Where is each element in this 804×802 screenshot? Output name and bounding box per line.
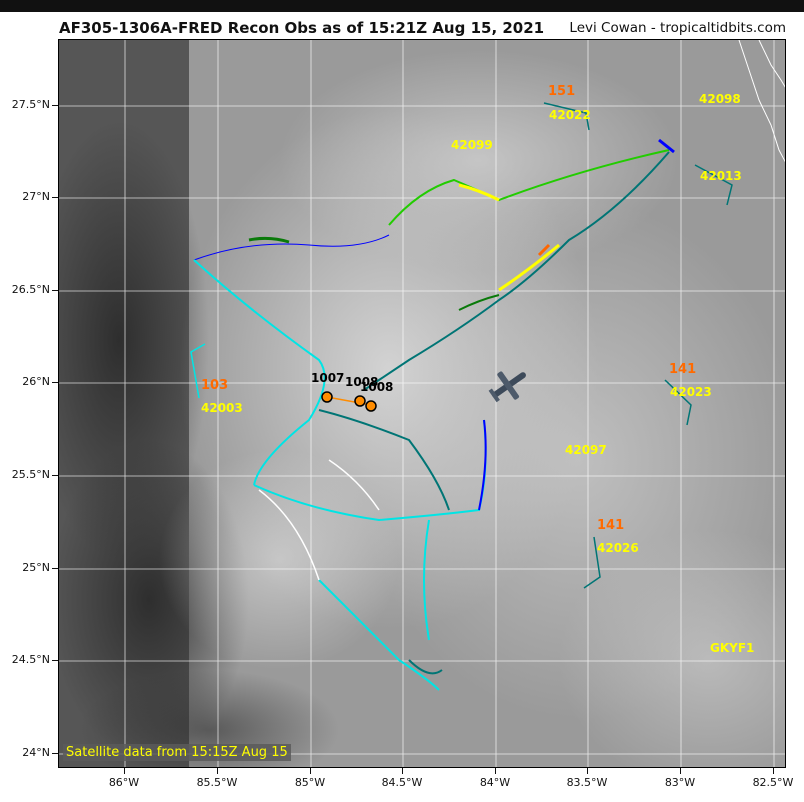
sonde-label-1008: 1008 [345, 375, 379, 389]
lon-tickmark [680, 768, 681, 774]
barb-segment-teal [363, 151, 670, 391]
sonde-label-1007: 1007 [311, 371, 345, 385]
lon-tick-85: 85°W [294, 776, 326, 789]
lat-tick-25: 25°N [22, 561, 50, 574]
lon-tickmark [587, 768, 588, 774]
lon-tick-85-5: 85.5°W [196, 776, 238, 789]
lat-tickmark [52, 660, 58, 661]
lon-tickmark [124, 768, 125, 774]
lat-tick-27: 27°N [22, 190, 50, 203]
lat-tick-25-5: 25.5°N [11, 468, 50, 481]
lon-tick-83: 83°W [664, 776, 696, 789]
lat-tick-26-5: 26.5°N [11, 283, 50, 296]
dark-cloud-area [79, 670, 339, 767]
barb-segment-yellow [498, 243, 560, 292]
lon-tick-82-5: 82.5°W [752, 776, 794, 789]
buoy-pressure-141: 141 [669, 362, 697, 377]
lon-tick-84-5: 84.5°W [381, 776, 423, 789]
buoy-barbs [543, 102, 733, 589]
bright-cloud-area [159, 450, 399, 670]
buoy-barb [543, 102, 590, 131]
buoy-label-42026: 42026 [597, 541, 639, 555]
buoy-label-42013: 42013 [700, 169, 742, 183]
barb-segment-blue [478, 419, 487, 511]
lat-tickmark [52, 290, 58, 291]
barb-segment-white [258, 489, 320, 581]
lat-tickmark [52, 105, 58, 106]
barb-segment-blue [658, 138, 675, 154]
buoy-label-42099: 42099 [451, 138, 493, 152]
lat-tickmark [52, 475, 58, 476]
buoy-barb [664, 379, 692, 426]
aircraft-icon [488, 371, 526, 403]
figure-title: AF305-1306A-FRED Recon Obs as of 15:21Z … [59, 19, 545, 37]
bright-cloud-area [279, 50, 679, 270]
barb-segment-teal [408, 659, 443, 675]
lat-tickmark [52, 753, 58, 754]
map-panel[interactable]: 42098 42022 42099 42013 42003 42023 4209… [58, 39, 786, 768]
barb-segment-cyan [318, 579, 440, 691]
sonde-marker [354, 395, 366, 407]
barb-segment-blue [193, 234, 390, 261]
buoy-pressure-141b: 141 [597, 518, 625, 533]
satellite-timestamp: Satellite data from 15:15Z Aug 15 [63, 744, 291, 761]
lat-tick-27-5: 27.5°N [11, 98, 50, 111]
coastline [758, 40, 785, 88]
barb-segment-cyan [423, 519, 430, 641]
barb-segment-green [458, 294, 500, 311]
buoy-label-42023: 42023 [670, 385, 712, 399]
barb-segment-green [248, 236, 290, 244]
barb-segment-cyan [193, 259, 326, 486]
barb-segment-white [328, 459, 380, 511]
lat-tickmark [52, 568, 58, 569]
lat-tickmark [52, 197, 58, 198]
buoy-barb [583, 536, 601, 589]
lon-tickmark [773, 768, 774, 774]
buoy-label-42022: 42022 [549, 108, 591, 122]
top-bar [0, 0, 804, 12]
lat-tickmark [52, 382, 58, 383]
buoy-label-gkyf1: GKYF1 [710, 641, 755, 655]
sonde-marker [321, 391, 333, 403]
buoy-pressure-103: 103 [201, 378, 229, 393]
sonde-label-1008b: 1008 [360, 380, 394, 394]
barb-segment-orange [537, 243, 551, 257]
lon-tickmark [217, 768, 218, 774]
lat-tick-26: 26°N [22, 375, 50, 388]
bright-cloud-area [559, 530, 785, 767]
coastline [738, 40, 785, 163]
flight-track-barbs [193, 138, 675, 691]
lon-tickmark [310, 768, 311, 774]
buoy-label-42097: 42097 [565, 443, 607, 457]
lon-tickmark [402, 768, 403, 774]
lat-tick-24-5: 24.5°N [11, 653, 50, 666]
buoy-label-42003: 42003 [201, 401, 243, 415]
buoy-pressure-151: 151 [548, 84, 576, 99]
barb-segment-teal [318, 409, 450, 511]
lon-tick-84: 84°W [479, 776, 511, 789]
buoy-barb [190, 343, 206, 399]
lat-tick-24: 24°N [22, 746, 50, 759]
buoy-label-42098: 42098 [699, 92, 741, 106]
buoy-barb [694, 164, 733, 206]
lon-tick-83-5: 83.5°W [566, 776, 608, 789]
barb-segment-yellow [458, 183, 500, 202]
sonde-marker [365, 400, 377, 412]
figure-credit: Levi Cowan - tropicaltidbits.com [569, 20, 786, 36]
lon-tickmark [495, 768, 496, 774]
lon-tick-86: 86°W [108, 776, 140, 789]
satellite-map [59, 40, 785, 767]
